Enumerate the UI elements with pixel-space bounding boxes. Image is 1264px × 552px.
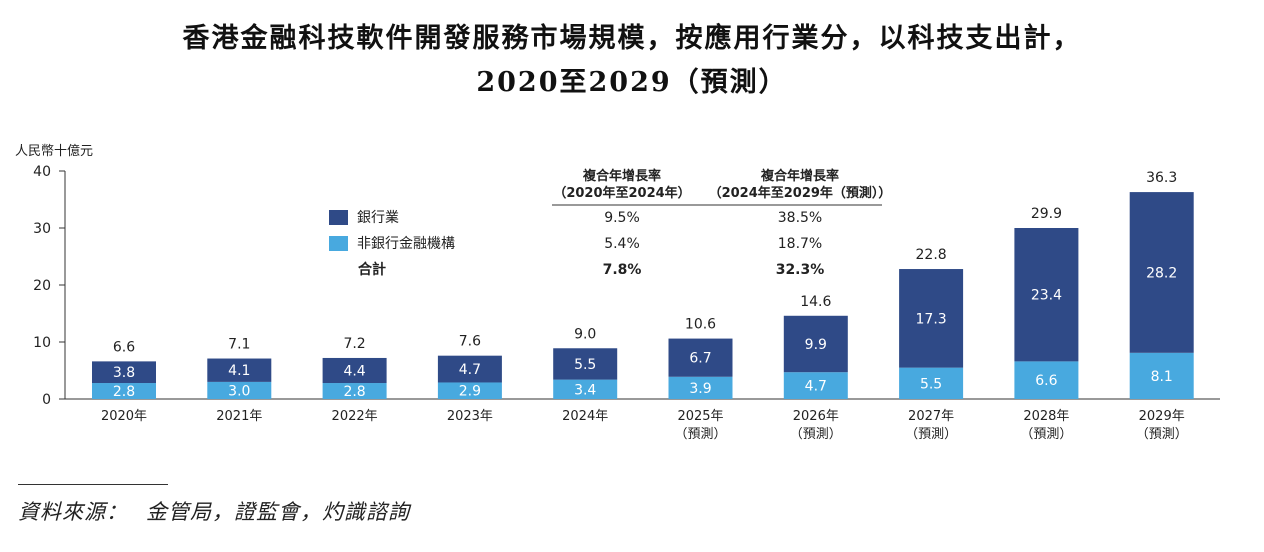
cagr-header: 複合年增長率 <box>582 168 661 184</box>
source-divider <box>18 484 168 485</box>
bar-banking <box>1129 192 1194 353</box>
legend-swatch-banking <box>329 210 348 225</box>
data-label-total: 14.6 <box>800 294 831 310</box>
x-tick-label: 2026年 <box>793 409 839 424</box>
bar-non-banking <box>899 367 964 399</box>
x-tick-label: 2020年 <box>101 409 147 424</box>
bar-banking <box>668 338 733 377</box>
legend-label: 非銀行金融機構 <box>357 236 455 252</box>
bar-non-banking <box>1014 361 1079 399</box>
data-label-non-banking: 2.8 <box>113 384 135 400</box>
cagr-value: 9.5% <box>604 210 640 226</box>
data-label-banking: 23.4 <box>1031 288 1062 304</box>
bar-non-banking <box>92 383 156 399</box>
cagr-value: 5.4% <box>604 236 640 252</box>
x-tick-label: 2023年 <box>447 409 493 424</box>
x-tick-label: 2029年 <box>1139 409 1185 424</box>
data-label-non-banking: 5.5 <box>920 376 942 392</box>
bar-banking <box>322 357 387 384</box>
legend-label: 銀行業 <box>357 210 399 226</box>
data-label-banking: 4.4 <box>343 364 365 380</box>
cagr-value: 38.5% <box>778 210 822 226</box>
bar-banking <box>1014 228 1079 362</box>
data-label-total: 6.6 <box>113 339 135 355</box>
data-label-banking: 4.7 <box>459 362 481 378</box>
data-label-banking: 9.9 <box>805 337 827 353</box>
cagr-value: 18.7% <box>778 236 822 252</box>
y-tick-label: 20 <box>33 278 51 294</box>
data-label-banking: 28.2 <box>1146 265 1177 281</box>
x-tick-sublabel: （預測） <box>1020 427 1072 442</box>
data-label-non-banking: 2.8 <box>343 384 365 400</box>
bar-banking <box>899 269 964 368</box>
bar-non-banking <box>207 381 272 399</box>
y-axis-label: 人民幣十億元 <box>15 143 93 159</box>
data-label-total: 9.0 <box>574 326 596 342</box>
data-label-total: 7.1 <box>228 337 250 353</box>
data-label-non-banking: 3.4 <box>574 382 596 398</box>
bar-non-banking <box>1129 352 1194 399</box>
bar-banking <box>207 358 272 382</box>
data-label-total: 7.2 <box>343 336 365 352</box>
x-tick-sublabel: （預測） <box>674 427 726 442</box>
data-label-non-banking: 3.0 <box>228 383 250 399</box>
chart-title-line2: 2020至2029（預測） <box>476 67 788 98</box>
data-label-non-banking: 3.9 <box>689 381 711 397</box>
bar-banking <box>92 361 156 384</box>
x-tick-sublabel: （預測） <box>1136 427 1188 442</box>
data-label-banking: 5.5 <box>574 357 596 373</box>
source-note: 資料來源： 金管局，證監會，灼識諮詢 <box>18 496 428 526</box>
source-text: 金管局，證監會，灼識諮詢 <box>146 500 410 524</box>
data-label-non-banking: 8.1 <box>1151 369 1173 385</box>
stacked-bar-chart: 人民幣十億元 0 10 20 30 40 2.8 3.8 6.6 2020年 3.0 4.1 7.1 20… <box>15 143 1220 442</box>
y-tick-label: 30 <box>33 221 51 237</box>
x-tick-label: 2021年 <box>216 409 262 424</box>
cagr-value: 32.3% <box>776 262 825 278</box>
x-tick-label: 2025年 <box>677 409 723 424</box>
x-tick-label: 2024年 <box>562 409 608 424</box>
data-label-total: 7.6 <box>459 334 481 350</box>
data-label-non-banking: 6.6 <box>1035 373 1057 389</box>
bar-banking <box>553 348 618 380</box>
data-label-non-banking: 2.9 <box>459 384 481 400</box>
data-label-total: 10.6 <box>685 317 716 333</box>
y-tick-label: 40 <box>33 164 51 180</box>
data-label-banking: 17.3 <box>916 311 947 327</box>
cagr-value: 7.8% <box>603 262 642 278</box>
x-tick-sublabel: （預測） <box>905 427 957 442</box>
bar-non-banking <box>553 379 618 399</box>
data-label-banking: 6.7 <box>689 351 711 367</box>
x-tick-sublabel: （預測） <box>790 427 842 442</box>
data-label-total: 22.8 <box>916 247 947 263</box>
data-label-banking: 4.1 <box>228 363 250 379</box>
data-label-total: 29.9 <box>1031 206 1062 222</box>
x-tick-label: 2022年 <box>332 409 378 424</box>
data-label-total: 36.3 <box>1146 170 1177 186</box>
bar-non-banking <box>783 372 848 399</box>
bar-banking <box>437 355 502 383</box>
legend-swatch-non-banking <box>329 236 348 251</box>
legend-total-label: 合計 <box>358 261 386 278</box>
data-label-non-banking: 4.7 <box>805 379 827 395</box>
data-label-banking: 3.8 <box>113 365 135 381</box>
y-tick-label: 10 <box>33 335 51 351</box>
cagr-header-period: （2020年至2024年） <box>553 185 690 201</box>
y-tick-label: 0 <box>42 392 51 408</box>
bar-non-banking <box>668 376 733 399</box>
bar-non-banking <box>437 382 502 399</box>
source-label: 資料來源： <box>18 500 128 524</box>
bar-banking <box>783 315 848 373</box>
x-tick-label: 2028年 <box>1023 409 1069 424</box>
x-tick-label: 2027年 <box>908 409 954 424</box>
cagr-header: 複合年增長率 <box>760 168 839 184</box>
bar-non-banking <box>322 383 387 399</box>
chart-title-line1: 香港金融科技軟件開發服務市場規模，按應用行業分，以科技支出計， <box>182 23 1082 54</box>
cagr-header-period: （2024年至2029年（預測）） <box>709 185 892 201</box>
